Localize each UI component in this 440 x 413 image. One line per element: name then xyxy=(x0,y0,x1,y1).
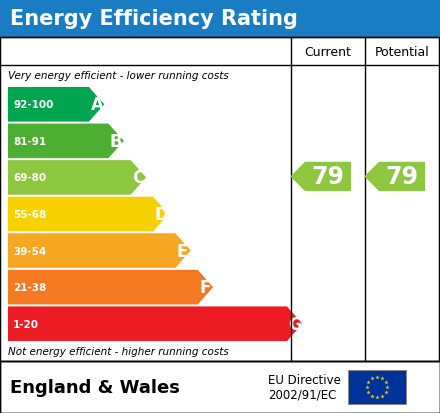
Bar xyxy=(0,0,440,38)
Text: 1-20: 1-20 xyxy=(13,319,39,329)
Text: 21-38: 21-38 xyxy=(13,282,46,292)
Text: Potential: Potential xyxy=(374,45,429,58)
Polygon shape xyxy=(364,162,425,192)
Polygon shape xyxy=(8,161,146,195)
Text: 2002/91/EC: 2002/91/EC xyxy=(268,387,336,401)
Text: Energy Efficiency Rating: Energy Efficiency Rating xyxy=(10,9,298,29)
Polygon shape xyxy=(8,234,191,268)
Text: B: B xyxy=(110,133,123,150)
Text: England & Wales: England & Wales xyxy=(10,378,180,396)
Text: 92-100: 92-100 xyxy=(13,100,53,110)
Text: 79: 79 xyxy=(385,165,418,189)
Bar xyxy=(0,361,440,413)
Text: 81-91: 81-91 xyxy=(13,137,46,147)
Polygon shape xyxy=(290,162,351,192)
Bar xyxy=(0,38,440,66)
Bar xyxy=(0,361,440,413)
Text: 55-68: 55-68 xyxy=(13,209,46,219)
Text: G: G xyxy=(289,315,302,333)
Text: F: F xyxy=(199,278,211,297)
Polygon shape xyxy=(8,197,169,232)
Text: EU Directive: EU Directive xyxy=(268,374,341,387)
Text: Not energy efficient - higher running costs: Not energy efficient - higher running co… xyxy=(8,346,229,356)
Text: A: A xyxy=(91,96,103,114)
Polygon shape xyxy=(8,124,124,159)
Text: 39-54: 39-54 xyxy=(13,246,46,256)
Polygon shape xyxy=(8,270,213,305)
Text: 69-80: 69-80 xyxy=(13,173,46,183)
Text: 79: 79 xyxy=(312,165,345,189)
Text: C: C xyxy=(132,169,145,187)
Text: Very energy efficient - lower running costs: Very energy efficient - lower running co… xyxy=(8,71,229,81)
Text: D: D xyxy=(154,206,169,223)
Polygon shape xyxy=(8,88,104,122)
Bar xyxy=(348,370,406,404)
Text: Current: Current xyxy=(304,45,352,58)
Text: E: E xyxy=(177,242,188,260)
Polygon shape xyxy=(8,307,302,341)
